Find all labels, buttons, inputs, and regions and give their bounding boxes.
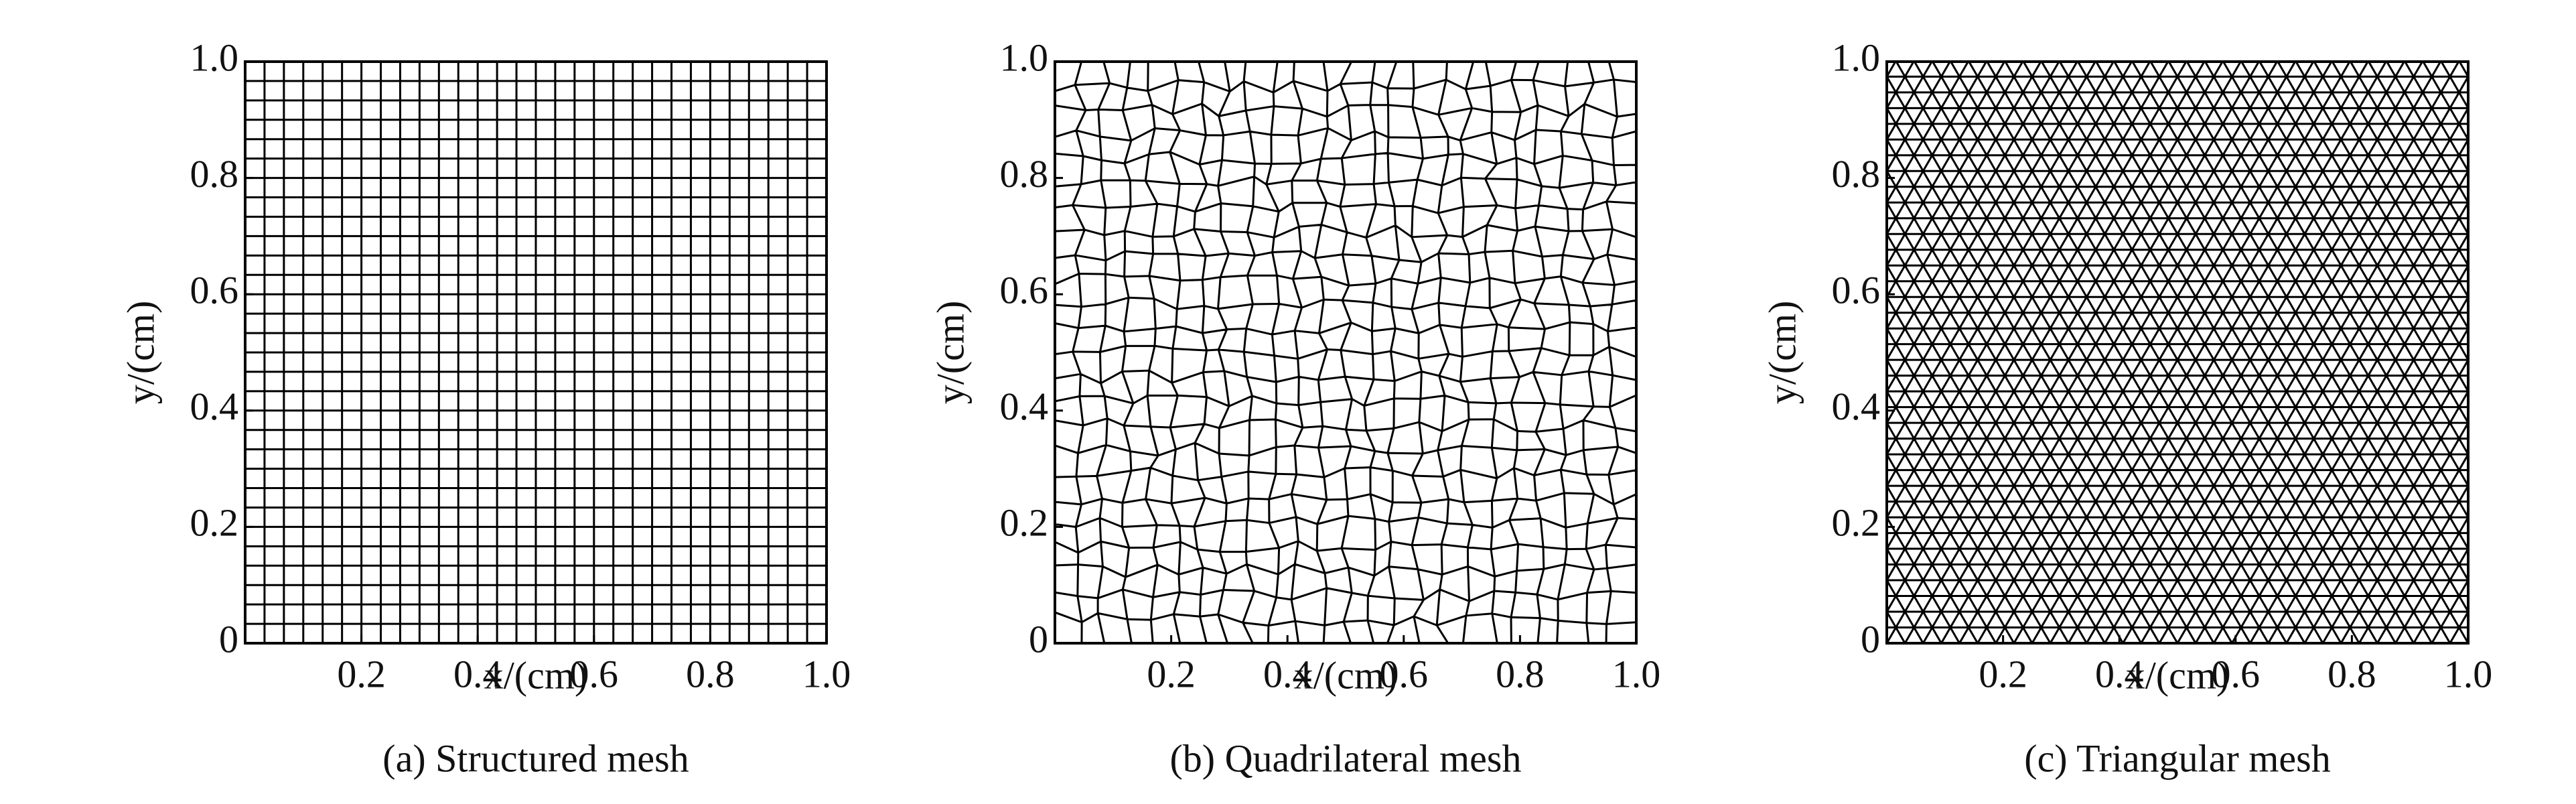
x-tick-label: 1.0 (1612, 652, 1661, 695)
y-tick-label: 0.2 (1832, 501, 1881, 545)
x-axis-label: x/(cm) (1294, 653, 1398, 697)
y-tick-label: 0.2 (190, 501, 239, 545)
y-tick-label: 1.0 (1000, 36, 1049, 79)
caption: (a) Structured mesh (382, 736, 689, 780)
y-tick-label: 0.6 (1832, 269, 1881, 312)
mesh (245, 62, 827, 643)
y-axis-label: y/(cm) (119, 301, 162, 405)
x-tick-label: 0.2 (1979, 652, 2027, 695)
x-tick-label: 0.2 (1147, 652, 1196, 695)
axes-frame (1885, 60, 2470, 645)
x-tick-label: 0.8 (686, 652, 735, 695)
y-tick-label: 0 (219, 617, 238, 661)
caption: (c) Triangular mesh (2024, 736, 2331, 780)
x-tick-label: 1.0 (2444, 652, 2493, 695)
y-axis-label: y/(cm) (928, 301, 972, 405)
x-tick-label: 0.2 (337, 652, 386, 695)
panel: 0.2 0.4 0.6 0.8 1.0 0 0.2 0.4 0.6 0.8 1.0 x/(cm) y/(… (119, 36, 851, 780)
x-tick-label: 1.0 (802, 652, 851, 695)
x-tick-label: 0.6 (2212, 652, 2261, 695)
y-tick-label: 0.4 (1000, 385, 1049, 428)
y-tick-label: 0 (1861, 617, 1880, 661)
panel: 0.2 0.4 0.6 0.8 1.0 0 0.2 0.4 0.6 0.8 1.0 x/(cm) y/(… (1760, 36, 2493, 780)
y-tick-label: 0.8 (190, 152, 239, 196)
y-tick-label: 0.4 (1832, 385, 1881, 428)
x-axis-label: x/(cm) (2126, 653, 2230, 697)
x-tick-label: 0.8 (1496, 652, 1545, 695)
y-tick-label: 0.2 (1000, 501, 1049, 545)
axes-frame (1054, 60, 1638, 645)
y-tick-label: 1.0 (1832, 36, 1881, 79)
x-tick-label: 0.4 (453, 652, 502, 695)
panel: 0.2 0.4 0.6 0.8 1.0 0 0.2 0.4 0.6 0.8 1.0 x/(cm) y/(… (928, 36, 1660, 780)
y-tick-label: 0.4 (190, 385, 239, 428)
x-tick-label: 0.8 (2328, 652, 2376, 695)
y-tick-label: 0.8 (1832, 152, 1881, 196)
y-tick-label: 0 (1029, 617, 1048, 661)
x-axis-label: x/(cm) (484, 653, 588, 697)
y-axis-label: y/(cm) (1760, 301, 1804, 405)
caption: (b) Quadrilateral mesh (1169, 736, 1521, 780)
mesh (1055, 62, 1636, 643)
x-tick-label: 0.4 (2095, 652, 2144, 695)
axes-frame (244, 60, 828, 645)
x-tick-label: 0.6 (570, 652, 619, 695)
y-tick-label: 0.8 (1000, 152, 1049, 196)
y-tick-label: 0.6 (190, 269, 239, 312)
x-tick-label: 0.6 (1380, 652, 1429, 695)
mesh (1887, 62, 2468, 643)
y-tick-label: 0.6 (1000, 269, 1049, 312)
x-tick-label: 0.4 (1263, 652, 1312, 695)
y-tick-label: 1.0 (190, 36, 239, 79)
